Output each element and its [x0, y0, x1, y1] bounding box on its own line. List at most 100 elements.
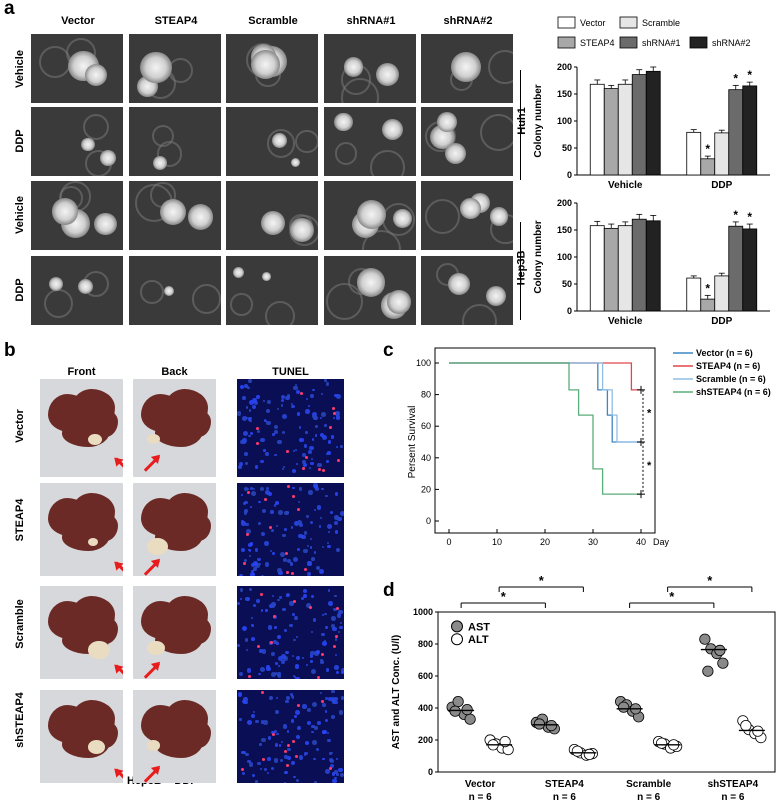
y-tick-label: 0 — [567, 170, 572, 180]
y-tick-label: 50 — [562, 143, 572, 153]
y-axis-label: Colony number — [533, 84, 544, 157]
colony-image — [421, 34, 513, 103]
legend-label: Vector (n = 6) — [696, 348, 753, 358]
bar — [645, 220, 661, 312]
y-tick-label: 20 — [421, 484, 431, 494]
col-label-front: Front — [67, 366, 96, 378]
data-point — [583, 748, 595, 760]
colony-image — [129, 34, 221, 103]
data-point — [656, 737, 668, 749]
x-group-n: n = 6 — [637, 792, 661, 802]
colony-image — [421, 107, 513, 176]
y-tick-label: 200 — [557, 198, 572, 208]
y-tick-label: 600 — [418, 671, 433, 681]
col-label-vector: Vector — [61, 15, 95, 27]
scatter-chart-body: 0 200 400 600 800 1000 AST and ALT Conc. (U/l)… — [391, 573, 776, 802]
y-tick-label: 150 — [557, 89, 572, 99]
colony-image — [31, 256, 123, 325]
y-tick-label: 60 — [421, 421, 431, 431]
y-tick-label: 150 — [557, 225, 572, 235]
y-tick-label: 1000 — [413, 607, 433, 617]
significance-mark: * — [733, 208, 738, 222]
bar — [714, 132, 730, 176]
liver-image — [133, 483, 216, 576]
data-point — [740, 720, 752, 732]
y-tick-label: 0 — [426, 516, 431, 526]
bar — [700, 158, 716, 176]
panel-d-scatter-chart: 0 200 400 600 800 1000 AST and ALT Conc. (U/l)… — [391, 573, 776, 802]
x-group-label: Vector — [465, 779, 496, 790]
colony-image — [31, 34, 123, 103]
col-label-scramble: Scramble — [248, 15, 298, 27]
bar — [631, 218, 647, 312]
significance-mark: * — [647, 460, 652, 472]
x-category-label: Vehicle — [608, 180, 643, 191]
liver-image — [40, 483, 123, 576]
survival-line — [449, 362, 641, 495]
colony-image — [324, 181, 416, 250]
hep3b-bracket — [520, 222, 521, 320]
y-tick-label: 40 — [421, 453, 431, 463]
significance-mark: * — [705, 281, 710, 295]
col-label-tunel: TUNEL — [272, 366, 309, 378]
bar — [603, 88, 619, 176]
legend-marker — [451, 620, 463, 633]
panel-d-letter: d — [383, 580, 395, 601]
bar — [686, 277, 702, 312]
bar — [603, 227, 619, 312]
data-point — [449, 705, 461, 717]
colony-image — [226, 34, 318, 103]
liver-image — [40, 586, 123, 679]
x-category-label: DDP — [711, 316, 732, 327]
data-point — [699, 633, 711, 645]
y-tick-label: 400 — [418, 703, 433, 713]
colony-image — [324, 256, 416, 325]
legend-label: shSTEAP4 (n = 6) — [696, 387, 771, 397]
data-point — [545, 720, 557, 732]
legend-label: Scramble — [642, 18, 680, 28]
y-axis-label: AST and ALT Conc. (U/l) — [391, 635, 402, 749]
bar — [631, 74, 647, 176]
x-group-label: STEAP4 — [545, 779, 584, 790]
tunel-image — [237, 586, 344, 679]
row-label-vehicle-hep3b: Vehicle — [14, 196, 26, 234]
x-axis-label: Day — [653, 537, 670, 547]
x-group-n: n = 6 — [553, 792, 577, 802]
legend-swatch — [557, 16, 576, 29]
legend-label: STEAP4 (n = 6) — [696, 361, 760, 371]
bar — [728, 225, 744, 312]
legend-swatch — [619, 16, 638, 29]
legend-label: Scramble (n = 6) — [696, 374, 766, 384]
row-label-ddp-hep3b: DDP — [14, 278, 26, 302]
data-point — [533, 718, 545, 730]
significance-mark: * — [669, 589, 675, 604]
bar — [645, 70, 661, 176]
legend-label: STEAP4 — [580, 38, 615, 48]
plot-frame — [437, 611, 776, 773]
x-group-label: Scramble — [626, 779, 671, 790]
colony-image — [31, 181, 123, 250]
data-point — [571, 745, 583, 757]
liver-image — [40, 379, 123, 477]
panel-a-letter: a — [4, 0, 15, 19]
y-axis-label: Colony number — [533, 220, 544, 293]
significance-mark: * — [647, 408, 652, 420]
colony-image — [31, 107, 123, 176]
y-tick-label: 200 — [418, 735, 433, 745]
significance-mark: * — [539, 573, 545, 588]
data-point — [717, 657, 729, 669]
x-category-label: DDP — [711, 180, 732, 191]
x-tick-label: 0 — [446, 537, 451, 547]
liver-image — [40, 690, 123, 783]
data-point — [714, 644, 726, 657]
y-tick-label: 80 — [421, 390, 431, 400]
liver-image — [133, 586, 216, 679]
bar — [742, 85, 758, 176]
tunel-image — [237, 483, 344, 576]
x-category-label: Vehicle — [608, 316, 643, 327]
bar — [714, 275, 730, 312]
panel-a-bar-charts: Vector Scramble STEAP4 shRNA#1 shRNA#2 0 50 10… — [533, 16, 770, 327]
colony-image — [421, 181, 513, 250]
row-label-vehicle-huh1: Vehicle — [14, 50, 26, 88]
survival-line — [449, 362, 641, 391]
